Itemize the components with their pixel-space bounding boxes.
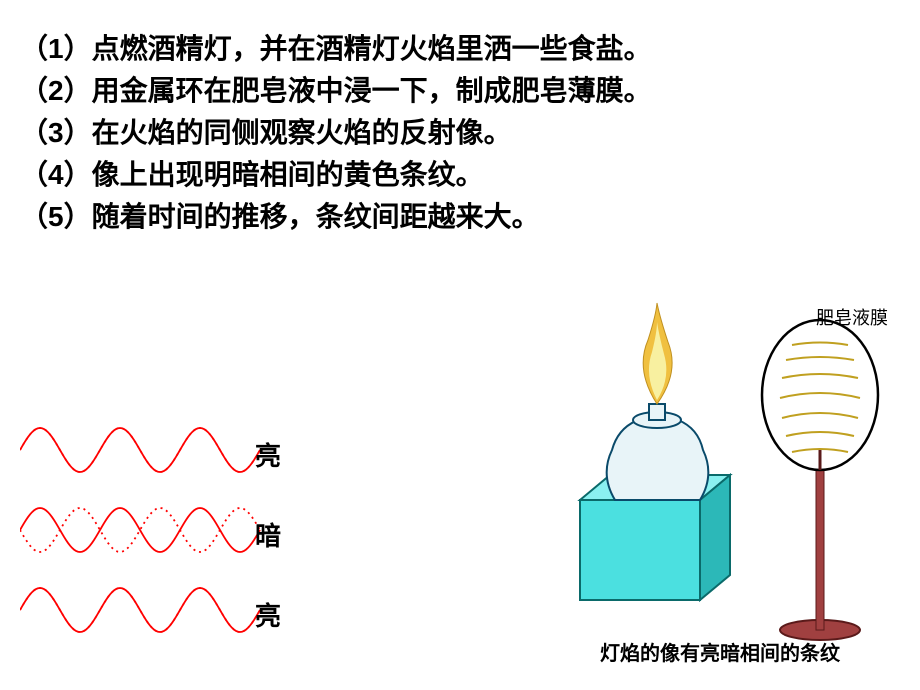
instruction-1: （1）点燃酒精灯，并在酒精灯火焰里洒一些食盐。 [20, 28, 652, 70]
experiment-diagram: 肥皂液膜 灯焰的像有亮暗相间的条纹 [540, 300, 900, 670]
instruction-5: （5）随着时间的推移，条纹间距越来大。 [20, 196, 652, 238]
instruction-4: （4）像上出现明暗相间的黄色条纹。 [20, 154, 652, 196]
instruction-list: （1）点燃酒精灯，并在酒精灯火焰里洒一些食盐。 （2）用金属环在肥皂液中浸一下，… [20, 28, 652, 238]
wave-label-1: 暗 [255, 516, 281, 553]
wave-label-2: 亮 [255, 596, 281, 633]
wave-diagram: 亮 暗 亮 [20, 420, 350, 650]
instruction-3: （3）在火焰的同侧观察火焰的反射像。 [20, 112, 652, 154]
wave-label-0: 亮 [255, 436, 281, 473]
film-label: 肥皂液膜 [816, 304, 888, 330]
instruction-2: （2）用金属环在肥皂液中浸一下，制成肥皂薄膜。 [20, 70, 652, 112]
diagram-caption: 灯焰的像有亮暗相间的条纹 [540, 637, 900, 666]
